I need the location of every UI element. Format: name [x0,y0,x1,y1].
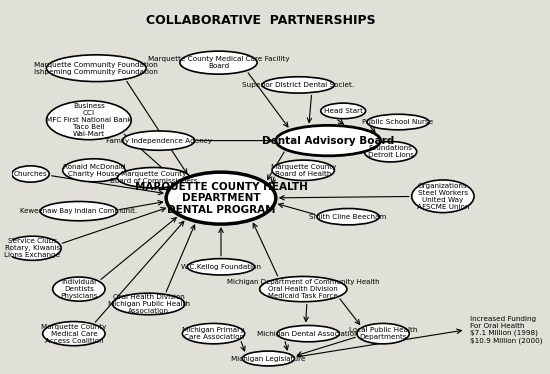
Text: Local Public Health
Departments: Local Public Health Departments [349,327,417,340]
Ellipse shape [118,168,190,188]
Text: Churches: Churches [14,171,47,177]
Text: Marquette Community Foundation
Ishpeming Community Foundation: Marquette Community Foundation Ishpeming… [35,62,158,75]
Ellipse shape [63,159,125,182]
Text: Service Clubs
Rotary, Kiwanis
Lions Exchange: Service Clubs Rotary, Kiwanis Lions Exch… [4,238,60,258]
Ellipse shape [183,324,245,344]
Text: Increased Funding
For Oral Health
$7.1 Million (1998)
$10.9 Million (2000): Increased Funding For Oral Health $7.1 M… [470,316,543,344]
Ellipse shape [321,103,366,119]
Text: Michigan Primary
Care Association: Michigan Primary Care Association [182,327,245,340]
Ellipse shape [276,125,381,156]
Ellipse shape [123,131,195,150]
Ellipse shape [53,277,105,301]
Text: COLLABORATIVE  PARTNERSHIPS: COLLABORATIVE PARTNERSHIPS [146,14,376,27]
Text: Dental Advisory Board: Dental Advisory Board [262,136,394,145]
Ellipse shape [272,160,334,181]
Text: Smith Cline Beecham: Smith Cline Beecham [310,214,387,220]
Text: Head Start: Head Start [323,108,362,114]
Ellipse shape [277,325,339,342]
Ellipse shape [412,180,474,212]
Text: Ronald McDonald
Charity House: Ronald McDonald Charity House [63,164,125,177]
Text: Michigan Department of Community Health
Oral Health Division
Medicaid Task Force: Michigan Department of Community Health … [227,279,380,299]
Ellipse shape [367,114,429,130]
Text: Michigan Legislature: Michigan Legislature [231,356,306,362]
Ellipse shape [317,209,379,225]
Ellipse shape [46,101,131,140]
Text: Keweenaw Bay Indian Communit.: Keweenaw Bay Indian Communit. [20,208,138,214]
Ellipse shape [188,259,255,275]
Ellipse shape [12,166,49,182]
Text: MARQUETTE COUNTY HEALTH
DEPARTMENT
DENTAL PROGRAM: MARQUETTE COUNTY HEALTH DEPARTMENT DENTA… [135,181,307,215]
Ellipse shape [364,141,417,162]
Text: Marquette County Medical Care Facility
Board: Marquette County Medical Care Facility B… [148,56,289,69]
Ellipse shape [43,322,105,346]
Text: Business
CCI
MFC First National Bank
Taco Bell
Wal-Mart: Business CCI MFC First National Bank Tac… [46,103,131,137]
Ellipse shape [113,293,185,315]
Ellipse shape [180,51,257,74]
Ellipse shape [242,351,295,366]
Text: Marquette County
Board of Health: Marquette County Board of Health [271,164,336,177]
Text: Superior District Dental Societ.: Superior District Dental Societ. [242,82,354,88]
Ellipse shape [46,55,146,82]
Text: Marquette County
Board of Commissioners: Marquette County Board of Commissioners [110,171,197,184]
Text: Oral Health Division
Michigan Public Health
Association: Oral Health Division Michigan Public Hea… [108,294,190,314]
Text: Public School Nurse: Public School Nurse [362,119,433,125]
Ellipse shape [260,276,347,302]
Ellipse shape [357,324,409,344]
Text: W.C.Kellog Foundation: W.C.Kellog Foundation [181,264,261,270]
Text: Family Independence Agency: Family Independence Agency [106,138,212,144]
Text: Individual
Dentists
Physicians: Individual Dentists Physicians [60,279,97,299]
Ellipse shape [166,172,276,224]
Ellipse shape [262,77,334,93]
Text: Foundations
Detroit Lions: Foundations Detroit Lions [367,145,414,158]
Text: Marquette County
Medical Care
Access Coalition: Marquette County Medical Care Access Coa… [41,324,107,344]
Text: Michigan Dental Association: Michigan Dental Association [257,331,359,337]
Ellipse shape [40,202,118,221]
Text: Organizations
Steel Workers
United Way
AFSCME Union: Organizations Steel Workers United Way A… [417,183,469,210]
Ellipse shape [4,236,61,260]
